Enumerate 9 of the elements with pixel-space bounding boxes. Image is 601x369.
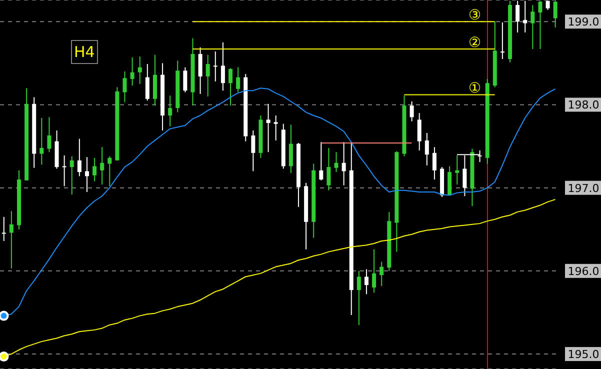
annotation: ① [468, 80, 482, 97]
y-tick-label: 196.0 [568, 264, 600, 278]
y-tick-label: 198.0 [568, 98, 600, 112]
annotation: ② [468, 35, 482, 52]
annotation: H4 [71, 40, 98, 64]
y-tick-label: 199.0 [568, 16, 600, 29]
y-tick-label: 195.0 [568, 348, 600, 362]
y-tick-label: 197.0 [568, 182, 600, 195]
annotation: ③ [468, 8, 482, 24]
